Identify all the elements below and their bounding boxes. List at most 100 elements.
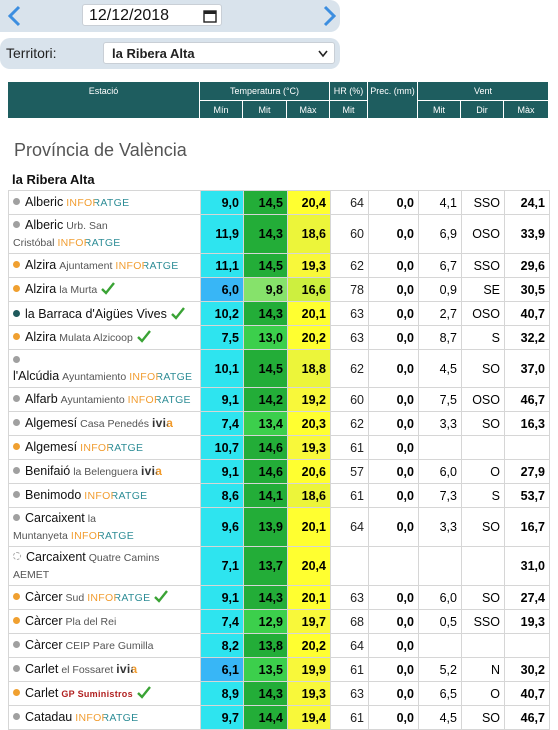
network-brand: INFORATGE bbox=[127, 394, 191, 406]
cell-min: 9,1 bbox=[200, 585, 244, 610]
cell-wind-max: 30,5 bbox=[504, 277, 550, 302]
station-cell: Algemesí Casa Penedés ivia bbox=[8, 411, 201, 436]
cell-max: 20,3 bbox=[287, 411, 331, 436]
cell-hr: 57 bbox=[330, 459, 369, 484]
station-cell: Alzira Mulata Alzicoop bbox=[8, 325, 201, 350]
cell-wind-max: 32,2 bbox=[504, 325, 550, 350]
station-cell: Alberic INFORATGE bbox=[8, 190, 201, 215]
cell-wind-mit: 6,9 bbox=[418, 214, 462, 254]
network-brand: ivia bbox=[141, 464, 163, 478]
cell-wind-max: 16,3 bbox=[504, 411, 550, 436]
cell-wind-dir: S bbox=[461, 325, 505, 350]
territory-value: la Ribera Alta bbox=[112, 46, 195, 61]
station-name: Carlet bbox=[25, 662, 59, 676]
calendar-icon[interactable] bbox=[203, 9, 217, 23]
verified-check bbox=[137, 686, 151, 699]
station-cell: Carlet el Fossaret ivia bbox=[8, 657, 201, 682]
cell-wind-dir: SSO bbox=[461, 609, 505, 634]
cell-hr: 63 bbox=[330, 681, 369, 706]
cell-prec: 0,0 bbox=[368, 387, 419, 412]
station-row: Alzira Ajuntament INFORATGE 11,1 14,5 19,3 62 0… bbox=[8, 253, 550, 278]
cell-wind-dir: O bbox=[461, 459, 505, 484]
cell-wind-dir: OSO bbox=[461, 214, 505, 254]
station-cell: Catadau INFORATGE bbox=[8, 705, 201, 730]
station-sublabel: la Belenguera bbox=[73, 466, 138, 478]
station-cell: Càrcer CEIP Pare Gumilla bbox=[8, 633, 201, 658]
station-cell: l'Alcúdia Ayuntamiento INFORATGE bbox=[8, 349, 201, 388]
cell-wind-mit: 6,0 bbox=[418, 585, 462, 610]
cell-min: 9,1 bbox=[200, 387, 244, 412]
cell-min: 6,1 bbox=[200, 657, 244, 682]
cell-hr: 63 bbox=[330, 585, 369, 610]
cell-wind-mit: 7,5 bbox=[418, 387, 462, 412]
station-sublabel: Ayuntamiento bbox=[62, 371, 127, 383]
cell-max: 19,3 bbox=[287, 253, 331, 278]
status-dot bbox=[13, 261, 20, 268]
cell-mit: 14,6 bbox=[243, 435, 288, 460]
territory-select[interactable]: la Ribera Alta bbox=[103, 42, 335, 64]
cell-prec: 0,0 bbox=[368, 507, 419, 547]
cell-wind-max: 30,2 bbox=[504, 657, 550, 682]
cell-mit: 13,0 bbox=[243, 325, 288, 350]
previous-day[interactable] bbox=[4, 4, 26, 28]
station-name: Alzira bbox=[25, 282, 57, 296]
territory-label: Territori: bbox=[6, 45, 57, 61]
status-dot bbox=[13, 333, 20, 340]
cell-wind-max: 27,4 bbox=[504, 585, 550, 610]
cell-wind-max: 24,1 bbox=[504, 190, 550, 215]
cell-wind-mit: 0,5 bbox=[418, 609, 462, 634]
station-row: Càrcer Pla del Rei 7,4 12,9 19,7 68 0,0 0,5 SSO 1… bbox=[8, 609, 550, 634]
cell-max: 18,6 bbox=[287, 214, 331, 254]
cell-wind-mit: 7,3 bbox=[418, 483, 462, 508]
station-name: Algemesí bbox=[25, 440, 78, 454]
cell-hr bbox=[330, 546, 369, 586]
cell-hr: 63 bbox=[330, 325, 369, 350]
cell-wind-mit: 6,7 bbox=[418, 253, 462, 278]
station-name: Carcaixent bbox=[26, 550, 86, 564]
next-day[interactable] bbox=[318, 4, 340, 28]
station-cell: Carcaixent Quatre Camins AEMET bbox=[8, 546, 201, 586]
cell-prec: 0,0 bbox=[368, 277, 419, 302]
cell-prec: 0,0 bbox=[368, 585, 419, 610]
column-header: Estació bbox=[8, 82, 200, 118]
cell-wind-dir: OSO bbox=[461, 301, 505, 326]
status-dot bbox=[13, 713, 20, 720]
cell-mit: 14,6 bbox=[243, 459, 288, 484]
network-brand: INFORATGE bbox=[75, 712, 139, 724]
station-sublabel: la Muntanyeta bbox=[13, 513, 96, 542]
cell-wind-mit: 8,7 bbox=[418, 325, 462, 350]
cell-hr: 60 bbox=[330, 387, 369, 412]
cell-mit: 14,3 bbox=[243, 681, 288, 706]
station-row: Alzira la Murta 6,0 9,8 16,6 78 0,0 0,9 SE 30,5 bbox=[8, 277, 550, 302]
network-brand: ivia bbox=[152, 416, 174, 430]
station-name: Càrcer bbox=[25, 638, 63, 652]
territory-bar: Territori: la Ribera Alta bbox=[0, 38, 340, 69]
status-dot bbox=[13, 552, 21, 560]
cell-hr: 62 bbox=[330, 411, 369, 436]
dropdown-arrow bbox=[318, 50, 328, 58]
status-dot bbox=[13, 689, 20, 696]
cell-wind-max: 46,7 bbox=[504, 387, 550, 412]
date-input[interactable]: 12/12/2018 bbox=[82, 4, 222, 26]
cell-max: 20,1 bbox=[287, 301, 331, 326]
status-dot bbox=[13, 198, 20, 205]
cell-mit: 14,1 bbox=[243, 483, 288, 508]
cell-wind-mit bbox=[418, 633, 462, 658]
station-cell: Benifaió la Belenguera ivia bbox=[8, 459, 201, 484]
cell-max: 20,2 bbox=[287, 325, 331, 350]
network-brand: INFORATGE bbox=[66, 197, 130, 209]
cell-wind-max: 46,7 bbox=[504, 705, 550, 730]
station-sublabel: Quatre Camins AEMET bbox=[13, 552, 160, 581]
station-row: Càrcer Sud INFORATGE 9,1 14,3 20,1 63 0,0 6,0 SO 2… bbox=[8, 585, 550, 610]
cell-wind-max: 31,0 bbox=[504, 546, 550, 586]
cell-mit: 9,8 bbox=[243, 277, 288, 302]
cell-hr: 64 bbox=[330, 190, 369, 215]
cell-hr: 61 bbox=[330, 435, 369, 460]
network-brand: INFORATGE bbox=[80, 442, 144, 454]
cell-wind-max: 40,7 bbox=[504, 301, 550, 326]
cell-wind-mit: 3,3 bbox=[418, 507, 462, 547]
network-brand: INFORATGE bbox=[115, 260, 179, 272]
status-dot bbox=[13, 514, 20, 521]
cell-wind-mit: 0,9 bbox=[418, 277, 462, 302]
